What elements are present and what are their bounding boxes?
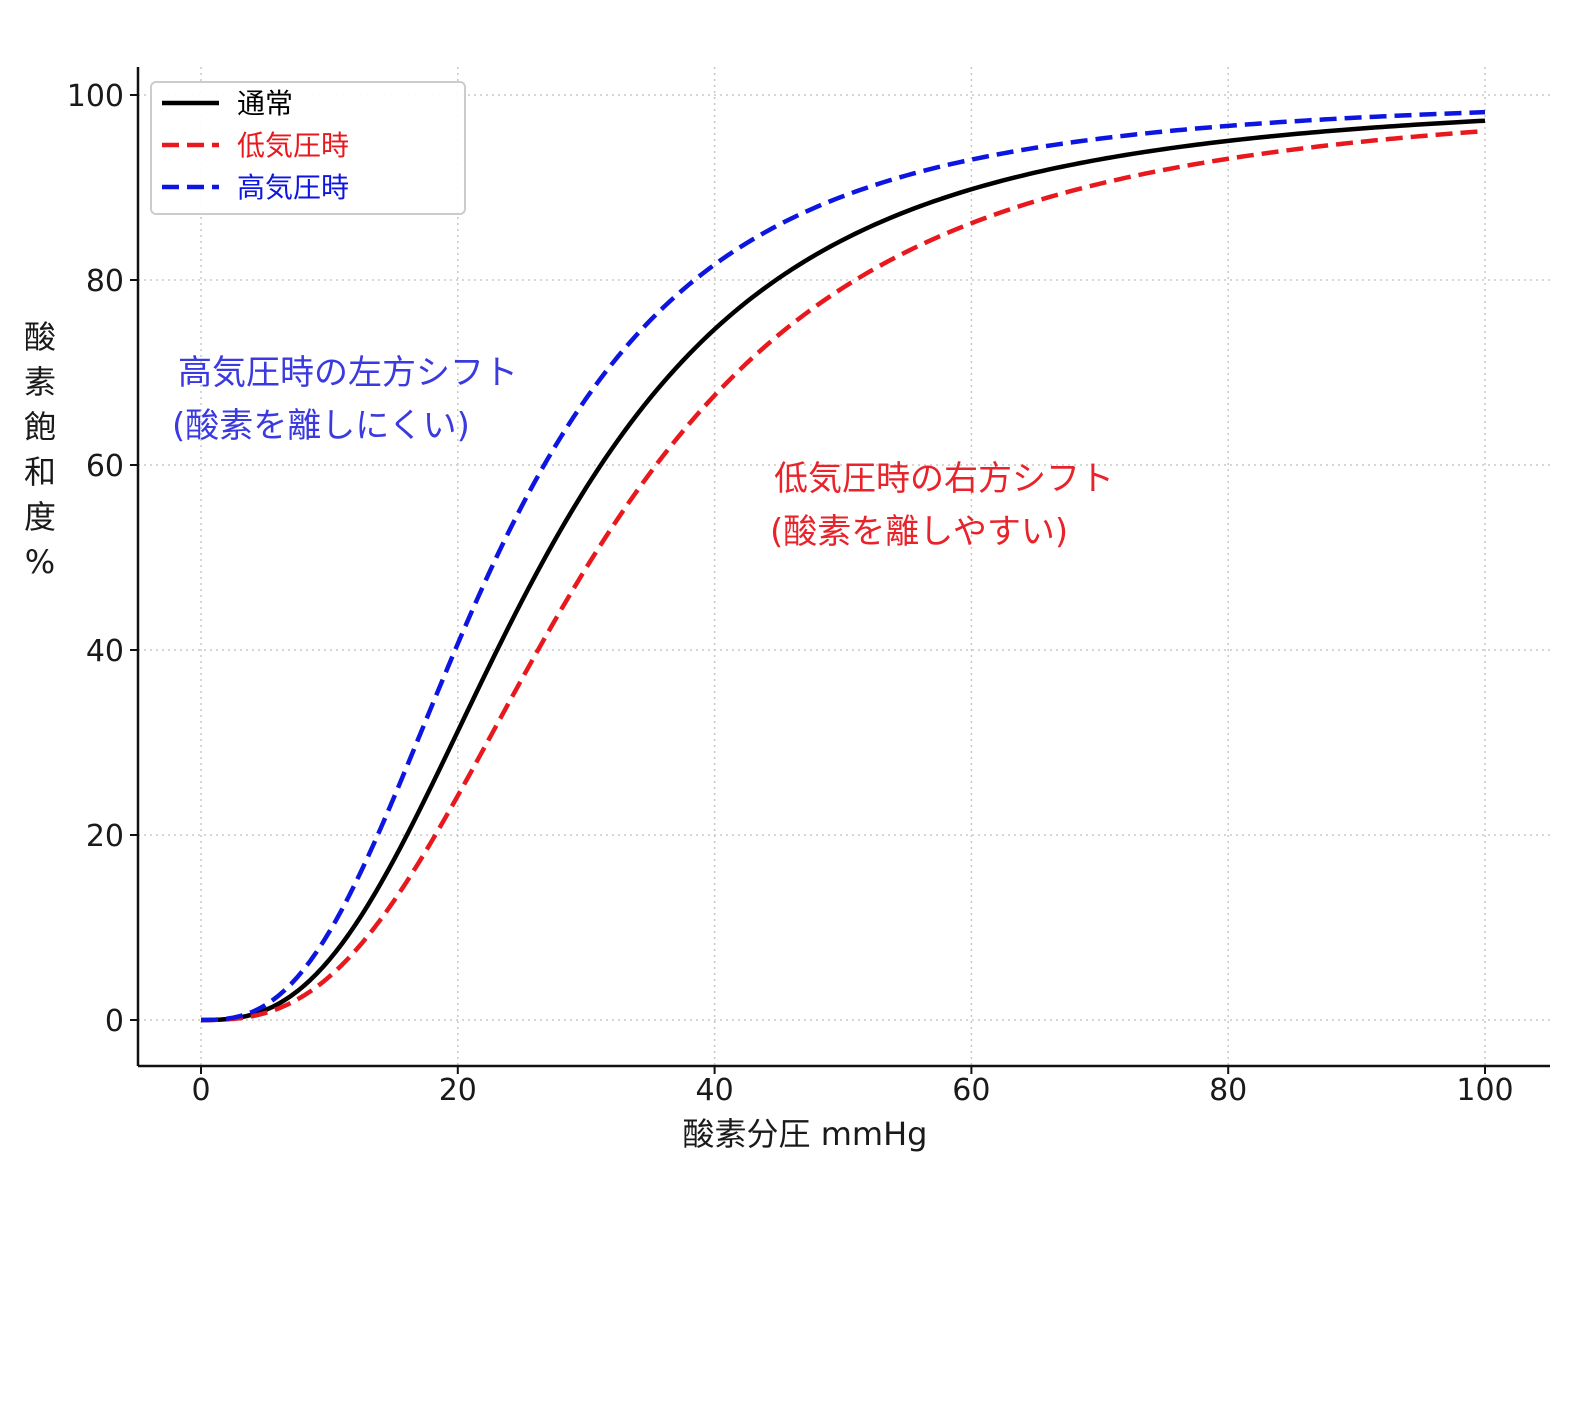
x-axis-label: 酸素分圧 mmHg [683,1115,928,1153]
annotations: 高気圧時の左方シフト (酸素を離しにくい) 低気圧時の右方シフト (酸素を離しや… [172,353,1114,552]
y-tick-label: 0 [105,1004,124,1039]
annotation-right-shift-note: (酸素を離しやすい) [770,512,1068,552]
y-tick-label: 100 [67,79,124,114]
series-layer [200,109,1486,1023]
y-axis-label-char: % [25,543,55,581]
series-line-1 [200,128,1486,1023]
annotation-left-shift-note: (酸素を離しにくい) [172,406,470,446]
series-line-2 [200,109,1486,1023]
x-tick-label: 0 [191,1073,210,1108]
y-axis-label-char: 度 [24,498,56,536]
annotation-left-shift-title: 高気圧時の左方シフト [178,353,518,393]
legend-label-high-pressure: 高気圧時 [237,171,349,204]
series-line-0 [200,118,1486,1023]
y-ticks: 0 20 40 60 80 100 [67,79,138,1039]
y-axis-label-char: 酸 [24,318,56,356]
x-tick-label: 100 [1456,1073,1513,1108]
y-tick-label: 80 [86,264,124,299]
legend-label-low-pressure: 低気圧時 [237,129,349,162]
x-tick-label: 20 [439,1073,477,1108]
y-axis-label-char: 和 [24,453,56,491]
axes [136,67,1550,1068]
y-axis-label-char: 飽 [24,408,56,446]
y-tick-label: 20 [86,819,124,854]
y-axis-label-char: 素 [24,363,56,401]
grid [138,67,1550,1066]
x-tick-label: 80 [1209,1073,1247,1108]
x-tick-label: 60 [952,1073,990,1108]
x-tick-label: 40 [696,1073,734,1108]
annotation-right-shift-title: 低気圧時の右方シフト [774,459,1114,499]
legend-label-normal: 通常 [237,87,293,120]
legend-box [150,81,466,215]
y-tick-label: 60 [86,449,124,484]
y-tick-label: 40 [86,634,124,669]
x-ticks: 0 20 40 60 80 100 [191,1066,1514,1108]
legend: 通常 低気圧時 高気圧時 [150,81,466,215]
